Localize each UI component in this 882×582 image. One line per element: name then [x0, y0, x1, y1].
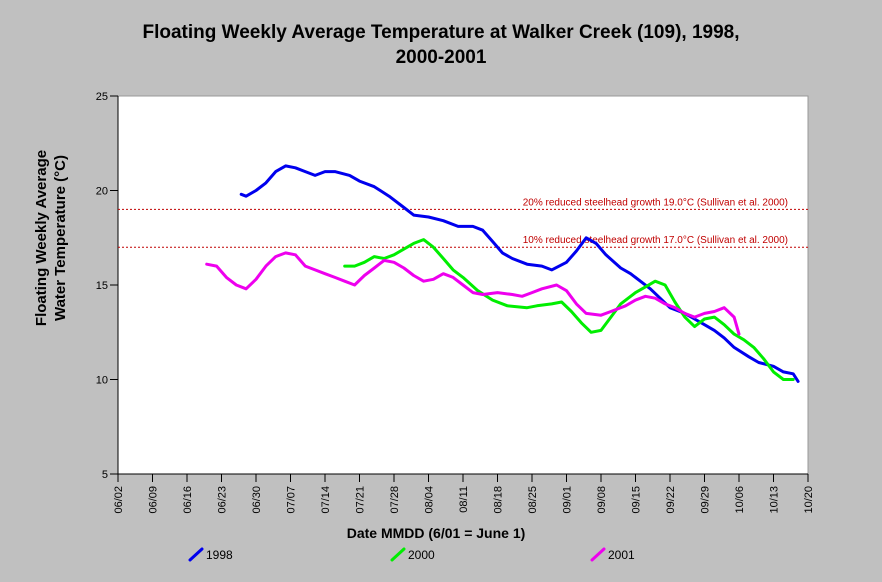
- x-axis-label: Date MMDD (6/01 = June 1): [0, 525, 882, 541]
- x-tick-label-07-14: 07/14: [320, 486, 332, 514]
- x-tick-label-09-15: 09/15: [631, 486, 643, 514]
- legend-swatch-1998: [188, 547, 204, 562]
- y-tick-label-25: 25: [96, 91, 108, 103]
- legend-swatch-2001: [590, 547, 606, 562]
- x-tick-label-07-07: 07/07: [286, 486, 298, 514]
- chart-title-line-2: 2000-2001: [395, 47, 487, 68]
- x-tick-label-10-20: 10/20: [803, 486, 815, 514]
- y-tick-label-20: 20: [96, 186, 108, 198]
- x-tick-label-06-02: 06/02: [113, 486, 125, 514]
- reference-line-label-2: 10% reduced steelhead growth 17.0°C (Sul…: [523, 235, 788, 246]
- legend-label-2001: 2001: [608, 548, 635, 562]
- x-tick-label-09-22: 09/22: [665, 486, 677, 514]
- chart-title-line-1: Floating Weekly Average Temperature at W…: [142, 22, 740, 43]
- x-tick-label-08-18: 08/18: [493, 486, 505, 514]
- x-tick-label-08-11: 08/11: [458, 486, 470, 513]
- chart-title: Floating Weekly Average Temperature at W…: [0, 20, 882, 70]
- legend-label-2000: 2000: [408, 548, 435, 562]
- x-tick-label-10-13: 10/13: [769, 486, 781, 514]
- x-tick-label-08-25: 08/25: [527, 486, 539, 514]
- series-line-2001: [205, 251, 741, 336]
- y-tick-label-5: 5: [102, 469, 108, 481]
- x-tick-label-09-08: 09/08: [596, 486, 608, 514]
- x-tick-label-07-21: 07/21: [355, 486, 367, 514]
- x-tick-label-06-16: 06/16: [182, 486, 194, 514]
- x-axis-label-text: Date MMDD (6/01 = June 1): [346, 525, 526, 541]
- x-tick-label-07-28: 07/28: [389, 486, 401, 514]
- x-tick-label-09-01: 09/01: [562, 486, 574, 514]
- x-tick-label-06-30: 06/30: [251, 486, 263, 514]
- series-line-1998: [239, 164, 800, 383]
- legend-swatch-2000: [390, 547, 406, 562]
- x-tick-label-08-04: 08/04: [424, 486, 436, 514]
- reference-line-label-1: 20% reduced steelhead growth 19.0°C (Sul…: [523, 197, 788, 208]
- x-tick-label-09-29: 09/29: [700, 486, 712, 514]
- x-tick-label-06-23: 06/23: [217, 486, 229, 514]
- x-tick-label-10-06: 10/06: [734, 486, 746, 514]
- y-tick-label-10: 10: [96, 375, 108, 387]
- x-tick-label-06-09: 06/09: [148, 486, 160, 514]
- series-line-2000: [343, 238, 795, 381]
- y-tick-label-15: 15: [96, 280, 108, 292]
- legend-label-1998: 1998: [206, 548, 233, 562]
